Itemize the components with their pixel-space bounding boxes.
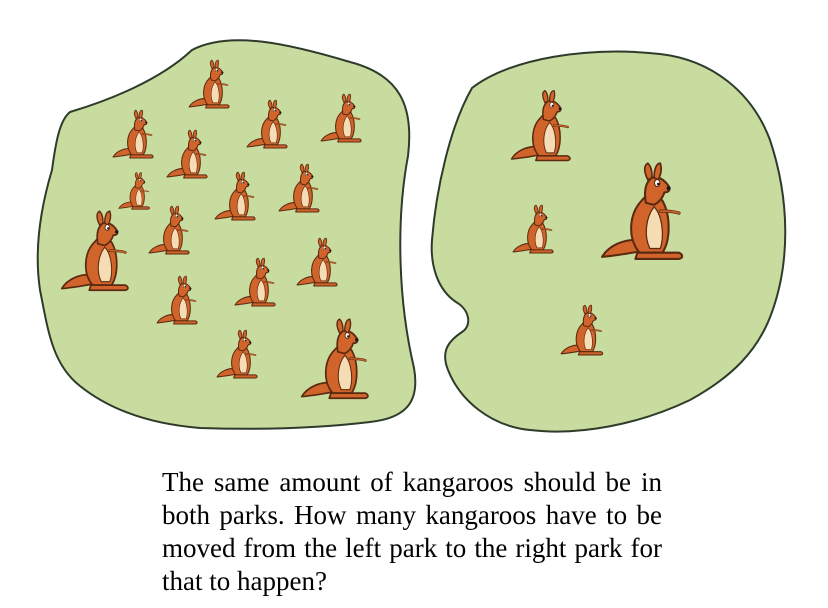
parks-illustration bbox=[36, 39, 787, 433]
right-park bbox=[430, 50, 787, 433]
question-text: The same amount of kangaroos should be i… bbox=[162, 467, 662, 596]
